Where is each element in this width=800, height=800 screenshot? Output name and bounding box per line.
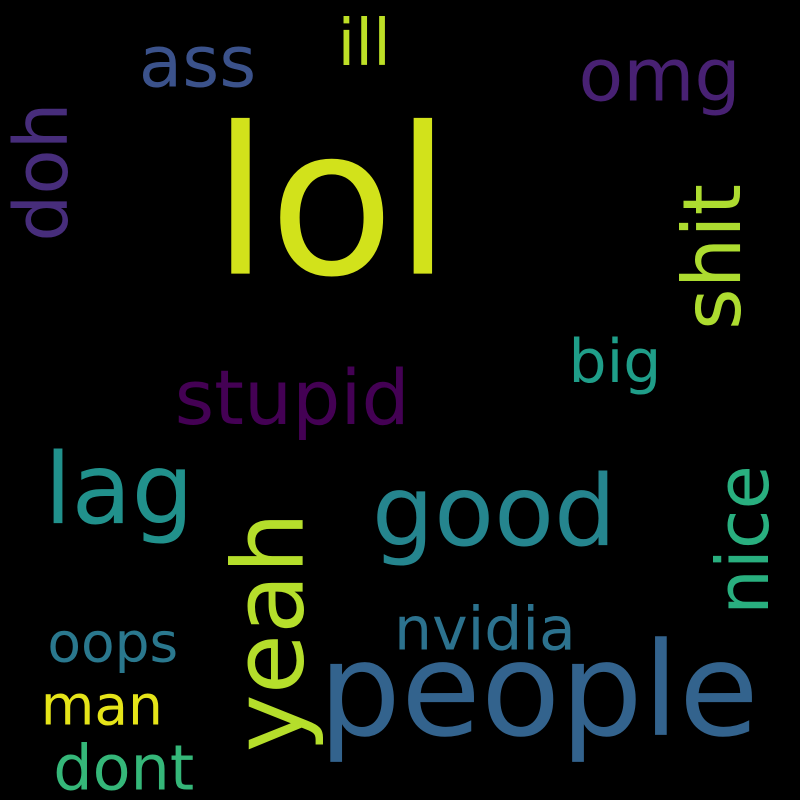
- word-lol: lol: [211, 82, 452, 322]
- word-ill: ill: [337, 7, 391, 81]
- word-nvidia: nvidia: [394, 595, 576, 665]
- word-man: man: [40, 672, 163, 738]
- word-nice: nice: [702, 465, 786, 615]
- word-big: big: [568, 327, 662, 397]
- word-yeah: yeah: [211, 511, 326, 752]
- word-ass: ass: [138, 20, 257, 104]
- word-doh: doh: [0, 101, 84, 242]
- word-dont: dont: [52, 733, 194, 800]
- word-shit: shit: [665, 183, 759, 330]
- word-people: people: [318, 615, 759, 767]
- word-lag: lag: [44, 431, 194, 547]
- word-omg: omg: [578, 33, 741, 118]
- word-stupid: stupid: [174, 353, 410, 443]
- word-good: good: [371, 453, 616, 569]
- word-oops: oops: [46, 609, 178, 675]
